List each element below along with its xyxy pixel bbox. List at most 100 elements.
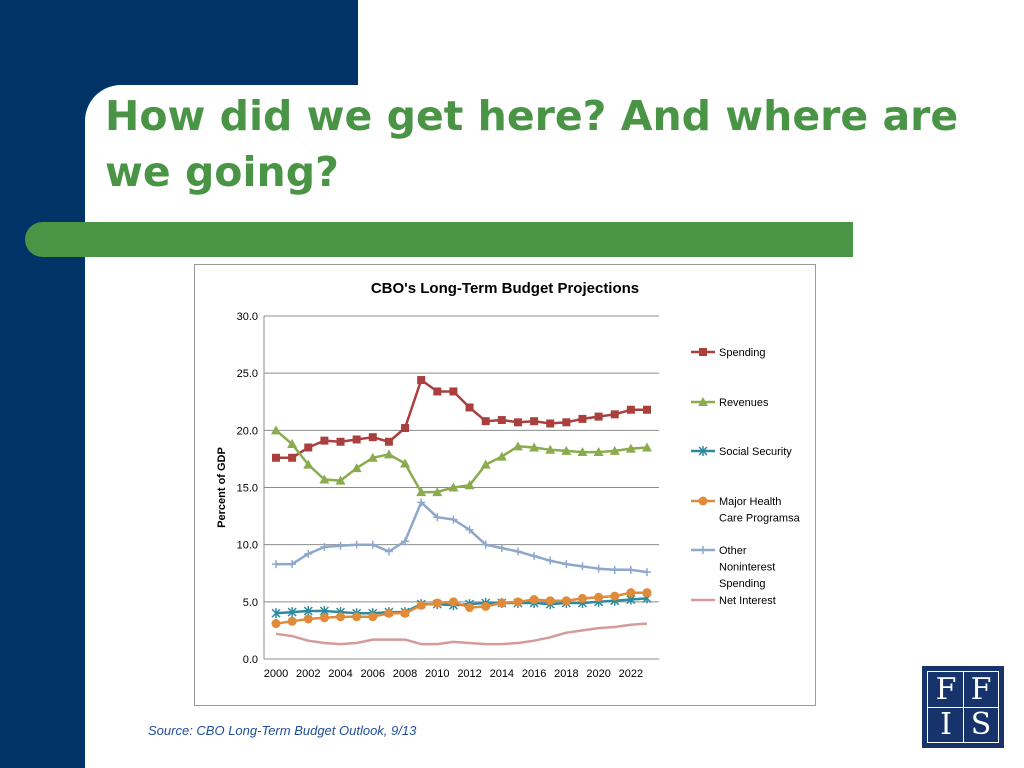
series-4-point-17 — [546, 556, 555, 565]
legend-label-5: Net Interest — [719, 595, 776, 607]
series-4-point-20 — [594, 564, 603, 573]
x-tick-label-0: 2000 — [264, 668, 288, 680]
slide-title: How did we get here? And where are we go… — [105, 92, 959, 196]
series-0-point-18 — [562, 418, 571, 427]
series-0-point-12 — [465, 403, 474, 412]
series-line-0 — [276, 378, 647, 460]
series-0-point-8 — [401, 424, 410, 433]
series-3-point-11 — [448, 597, 458, 607]
series-0-point-5 — [352, 435, 361, 444]
series-0-point-4 — [336, 437, 345, 446]
series-0-point-16 — [530, 417, 539, 426]
series-0-point-11 — [449, 387, 458, 396]
series-4-point-4 — [336, 541, 345, 550]
series-3-point-1 — [287, 616, 297, 626]
series-3-point-14 — [497, 598, 507, 608]
legend-marker-0 — [699, 348, 707, 356]
series-1-point-15 — [512, 441, 523, 451]
series-1-point-10 — [432, 487, 443, 497]
series-3-point-6 — [368, 612, 378, 622]
series-4-point-7 — [384, 547, 393, 556]
series-0-point-6 — [368, 433, 377, 442]
series-1-point-1 — [287, 439, 298, 449]
y-axis-label: Percent of GDP — [216, 447, 228, 528]
x-tick-label-2: 2004 — [328, 668, 352, 680]
series-3-point-12 — [465, 603, 475, 613]
y-tick-label-6: 30.0 — [237, 311, 258, 323]
series-1-point-20 — [593, 447, 604, 457]
legend-marker-1 — [698, 397, 708, 406]
series-4-point-9 — [417, 498, 426, 507]
x-tick-label-9: 2018 — [554, 668, 578, 680]
legend-label-4: Other Noninterest Spending — [719, 545, 775, 590]
series-0-point-1 — [288, 453, 297, 462]
series-0-point-20 — [594, 412, 603, 421]
y-tick-label-1: 5.0 — [243, 597, 258, 609]
series-3-point-23 — [642, 588, 652, 598]
x-tick-label-7: 2014 — [490, 668, 514, 680]
series-3-point-19 — [577, 593, 587, 603]
series-4-point-2 — [304, 549, 313, 558]
series-4-point-19 — [578, 562, 587, 571]
series-1-point-14 — [496, 451, 507, 461]
series-3-point-0 — [271, 619, 281, 629]
series-1-point-3 — [319, 474, 330, 484]
x-tick-label-6: 2012 — [457, 668, 481, 680]
series-0-point-10 — [433, 387, 442, 396]
series-4-point-13 — [481, 540, 490, 549]
series-1-point-18 — [561, 445, 572, 455]
series-0-point-0 — [272, 453, 280, 462]
legend-label-1: Revenues — [719, 397, 769, 409]
series-0-point-22 — [626, 405, 635, 414]
legend-marker-2 — [698, 446, 708, 456]
chart-title: CBO's Long-Term Budget Projections — [371, 280, 639, 297]
series-0-point-7 — [384, 437, 393, 446]
legend-marker-3 — [698, 496, 708, 506]
series-4-point-18 — [562, 560, 571, 569]
series-1-point-22 — [625, 443, 636, 453]
series-4-point-1 — [288, 560, 297, 569]
series-3-point-2 — [303, 614, 313, 624]
series-3-point-8 — [400, 608, 410, 618]
budget-projections-chart: CBO's Long-Term Budget Projections Percen… — [216, 280, 801, 680]
logo-letter-1: F — [935, 672, 957, 707]
legend-marker-4 — [699, 546, 707, 554]
series-1-point-16 — [529, 442, 540, 452]
series-0-point-21 — [610, 410, 619, 419]
series-3-point-9 — [416, 600, 426, 610]
series-3-point-3 — [319, 613, 329, 623]
series-0-point-23 — [643, 405, 651, 414]
y-tick-label-4: 20.0 — [237, 425, 258, 437]
series-1-point-19 — [577, 447, 588, 457]
series-line-5 — [275, 622, 648, 646]
series-line-4 — [276, 501, 648, 574]
legend-label-3: Major Health Care Programsa — [719, 496, 801, 525]
x-tick-label-11: 2022 — [619, 668, 643, 680]
series-0-point-14 — [497, 416, 506, 425]
series-0-point-15 — [513, 418, 522, 427]
series-2-point-2 — [303, 605, 313, 616]
title-underline-bar — [25, 222, 853, 257]
x-tick-label-5: 2010 — [425, 668, 449, 680]
series-4-point-10 — [433, 513, 442, 522]
series-3-point-21 — [610, 591, 620, 601]
series-1-point-17 — [545, 444, 556, 454]
series-1-point-4 — [335, 475, 346, 485]
series-1-point-11 — [448, 482, 459, 492]
series-4-point-14 — [497, 544, 506, 553]
series-1-point-12 — [464, 480, 475, 490]
logo-letter-2: F — [970, 672, 992, 707]
series-1-point-13 — [480, 459, 491, 469]
series-4-point-21 — [610, 565, 619, 574]
series-4-point-6 — [368, 540, 377, 549]
series-4-point-16 — [530, 552, 539, 561]
series-3-point-13 — [481, 601, 491, 611]
series-line-1 — [275, 429, 648, 494]
series-4-point-12 — [465, 525, 474, 534]
series-1-point-9 — [416, 487, 427, 497]
chart-frame: CBO's Long-Term Budget Projections Percen… — [194, 264, 816, 706]
x-tick-label-8: 2016 — [522, 668, 546, 680]
series-3-point-10 — [432, 598, 442, 608]
series-3-point-20 — [594, 592, 604, 602]
series-4-point-11 — [449, 515, 458, 524]
